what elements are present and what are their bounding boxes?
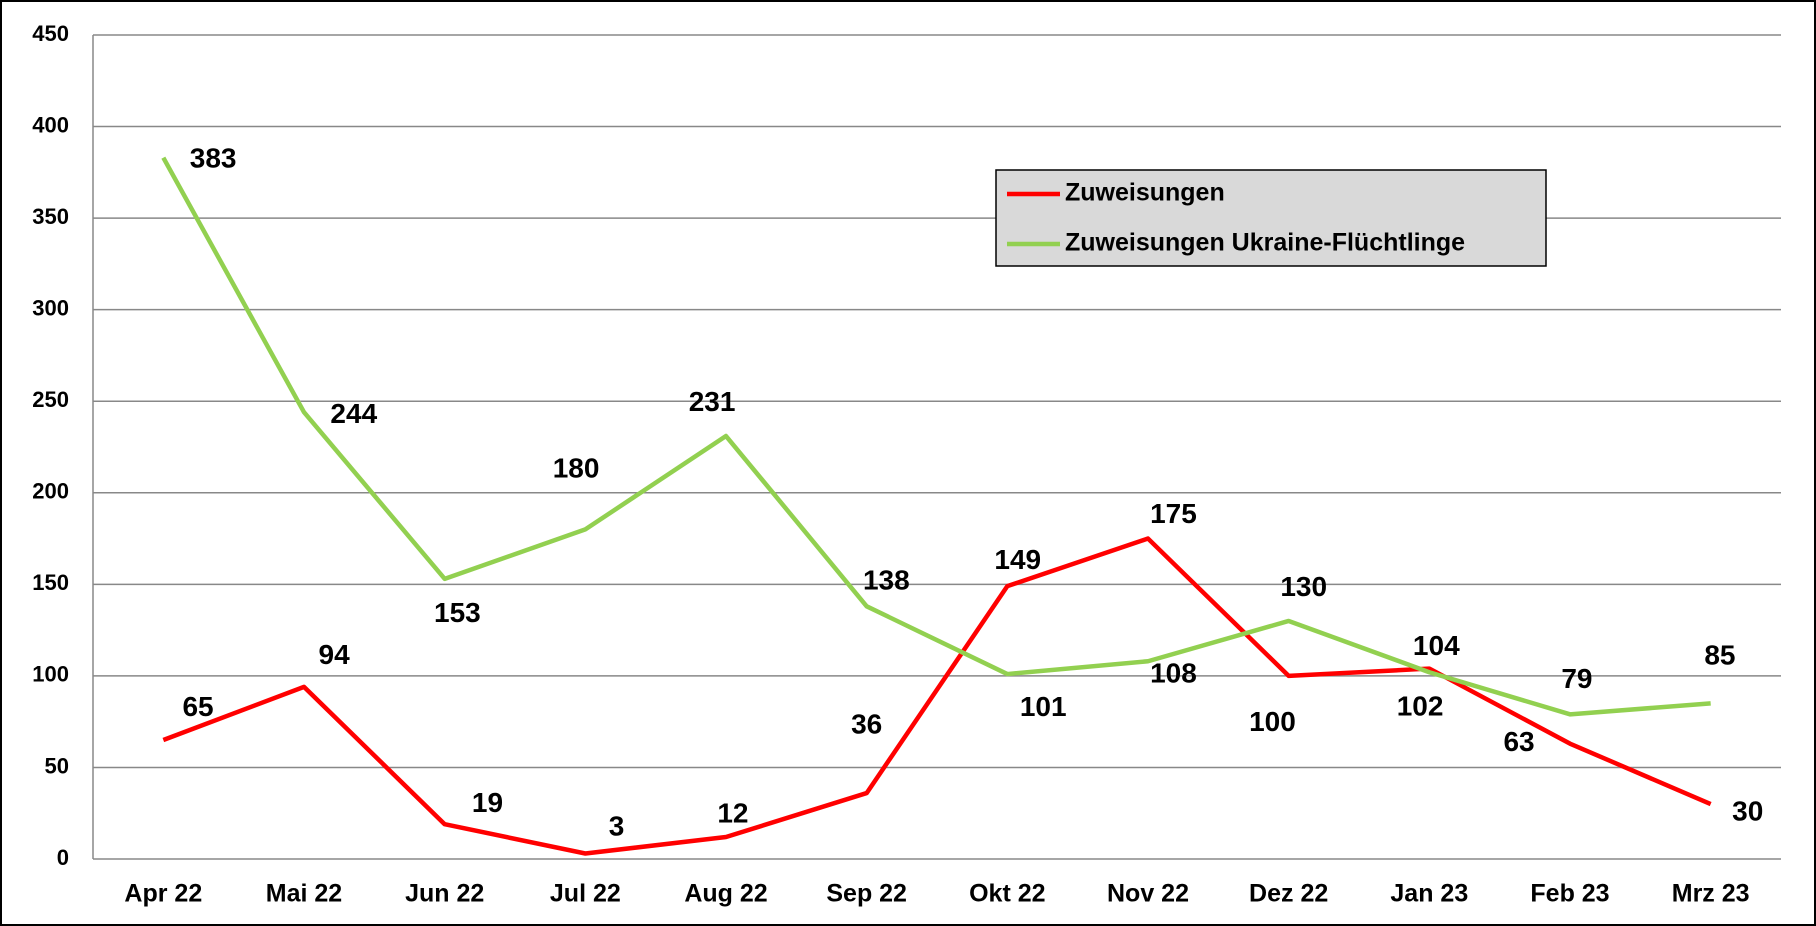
data-label: 231 xyxy=(689,386,736,417)
data-label: 102 xyxy=(1397,691,1444,722)
data-label: 138 xyxy=(863,564,910,595)
x-tick-label: Dez 22 xyxy=(1249,880,1328,908)
data-label: 180 xyxy=(553,453,600,484)
y-tick-label: 350 xyxy=(32,204,69,229)
data-label: 36 xyxy=(851,708,882,739)
data-label: 65 xyxy=(182,691,213,722)
y-tick-label: 200 xyxy=(32,479,69,504)
x-tick-label: Aug 22 xyxy=(684,880,767,908)
chart: 0 50 100 150 200 250 300 350 400 450 Apr 22 Mai 22 J… xyxy=(0,0,1816,926)
data-label: 19 xyxy=(472,787,503,818)
chart-border xyxy=(1,1,1815,925)
y-tick-label: 0 xyxy=(57,845,69,870)
y-tick-label: 100 xyxy=(32,662,69,687)
data-label: 79 xyxy=(1561,663,1592,694)
x-tick-label: Mrz 23 xyxy=(1672,880,1750,908)
data-label: 175 xyxy=(1150,498,1197,529)
data-label: 104 xyxy=(1413,630,1460,661)
data-label: 12 xyxy=(717,797,748,828)
data-label: 3 xyxy=(609,810,625,841)
data-label: 94 xyxy=(319,639,351,670)
y-tick-label: 250 xyxy=(32,387,69,412)
legend-label: Zuweisungen xyxy=(1065,179,1225,207)
x-tick-label: Apr 22 xyxy=(124,880,202,908)
data-label: 100 xyxy=(1249,706,1296,737)
x-tick-label: Nov 22 xyxy=(1107,880,1189,908)
data-label: 108 xyxy=(1150,658,1197,689)
x-tick-label: Feb 23 xyxy=(1530,880,1609,908)
y-tick-label: 150 xyxy=(32,570,69,595)
x-tick-label: Jun 22 xyxy=(405,880,484,908)
y-tick-label: 50 xyxy=(45,753,69,778)
x-tick-label: Okt 22 xyxy=(969,880,1045,908)
x-tick-label: Mai 22 xyxy=(266,880,342,908)
data-label: 63 xyxy=(1503,726,1534,757)
x-tick-label: Sep 22 xyxy=(826,880,907,908)
y-tick-label: 300 xyxy=(32,295,69,320)
data-label: 101 xyxy=(1020,691,1067,722)
legend-label: Zuweisungen Ukraine-Flüchtlinge xyxy=(1065,229,1465,257)
data-label: 244 xyxy=(330,398,377,429)
y-tick-label: 450 xyxy=(32,21,69,46)
data-label: 30 xyxy=(1732,796,1763,827)
data-label: 130 xyxy=(1280,571,1327,602)
data-label: 149 xyxy=(994,544,1041,575)
data-label: 153 xyxy=(434,597,481,628)
y-tick-label: 400 xyxy=(32,112,69,137)
x-tick-label: Jan 23 xyxy=(1390,880,1468,908)
data-label: 85 xyxy=(1704,639,1735,670)
x-tick-label: Jul 22 xyxy=(550,880,621,908)
data-label: 383 xyxy=(190,142,237,173)
